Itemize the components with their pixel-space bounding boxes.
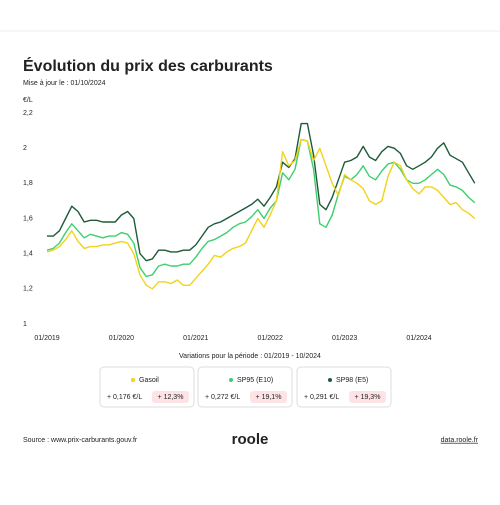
y-unit: €/L bbox=[23, 97, 33, 104]
pct-pill bbox=[349, 391, 386, 403]
change-value: + 0,272 €/L bbox=[205, 394, 240, 401]
x-tick-label: 01/2020 bbox=[109, 335, 134, 342]
summary-card: Gasoil + 0,176 €/L + 12,3% bbox=[99, 366, 195, 408]
change-pct: + 19,1% bbox=[256, 394, 282, 401]
series-line bbox=[46, 138, 476, 278]
x-tick-label: 01/2021 bbox=[183, 335, 208, 342]
x-tick-label: 01/2024 bbox=[406, 335, 431, 342]
y-tick-label: 1,6 bbox=[23, 215, 33, 222]
legend-dot bbox=[229, 378, 233, 382]
chart-subtitle: Mise à jour le : 01/10/2024 bbox=[23, 80, 106, 87]
summary-card: SP95 (E10) + 0,272 €/L + 19,1% bbox=[197, 366, 293, 408]
summary-title: Variations pour la période : 01/2019 - 1… bbox=[179, 353, 321, 360]
change-value: + 0,176 €/L bbox=[107, 394, 142, 401]
y-tick-label: 1,2 bbox=[23, 286, 33, 293]
source: Source : www.prix-carburants.gouv.fr bbox=[23, 437, 138, 444]
series-line bbox=[47, 122, 476, 262]
y-tick-label: 1 bbox=[23, 321, 27, 328]
legend-label: Gasoil bbox=[139, 377, 159, 384]
y-tick-label: 1,4 bbox=[23, 251, 33, 258]
x-tick-label: 01/2023 bbox=[332, 335, 357, 342]
chart-title: Évolution du prix des carburants bbox=[23, 56, 273, 75]
pct-pill bbox=[250, 391, 287, 403]
change-pct: + 12,3% bbox=[158, 394, 184, 401]
legend-dot bbox=[328, 378, 332, 382]
change-pct: + 19,3% bbox=[355, 394, 381, 401]
legend-label: SP95 (E10) bbox=[237, 377, 273, 384]
logo: roole bbox=[232, 431, 269, 448]
change-value: + 0,291 €/L bbox=[304, 394, 339, 401]
legend-dot bbox=[131, 378, 135, 382]
series-line bbox=[46, 138, 476, 290]
pct-pill bbox=[152, 391, 189, 403]
link[interactable]: data.roole.fr bbox=[441, 437, 479, 444]
y-tick-label: 1,8 bbox=[23, 180, 33, 187]
x-tick-label: 01/2019 bbox=[34, 335, 59, 342]
x-tick-label: 01/2022 bbox=[258, 335, 283, 342]
y-tick-label: 2 bbox=[23, 145, 27, 152]
y-tick-label: 2,2 bbox=[23, 110, 33, 117]
summary-card: SP98 (E5) + 0,291 €/L + 19,3% bbox=[296, 366, 392, 408]
legend-label: SP98 (E5) bbox=[336, 377, 368, 384]
